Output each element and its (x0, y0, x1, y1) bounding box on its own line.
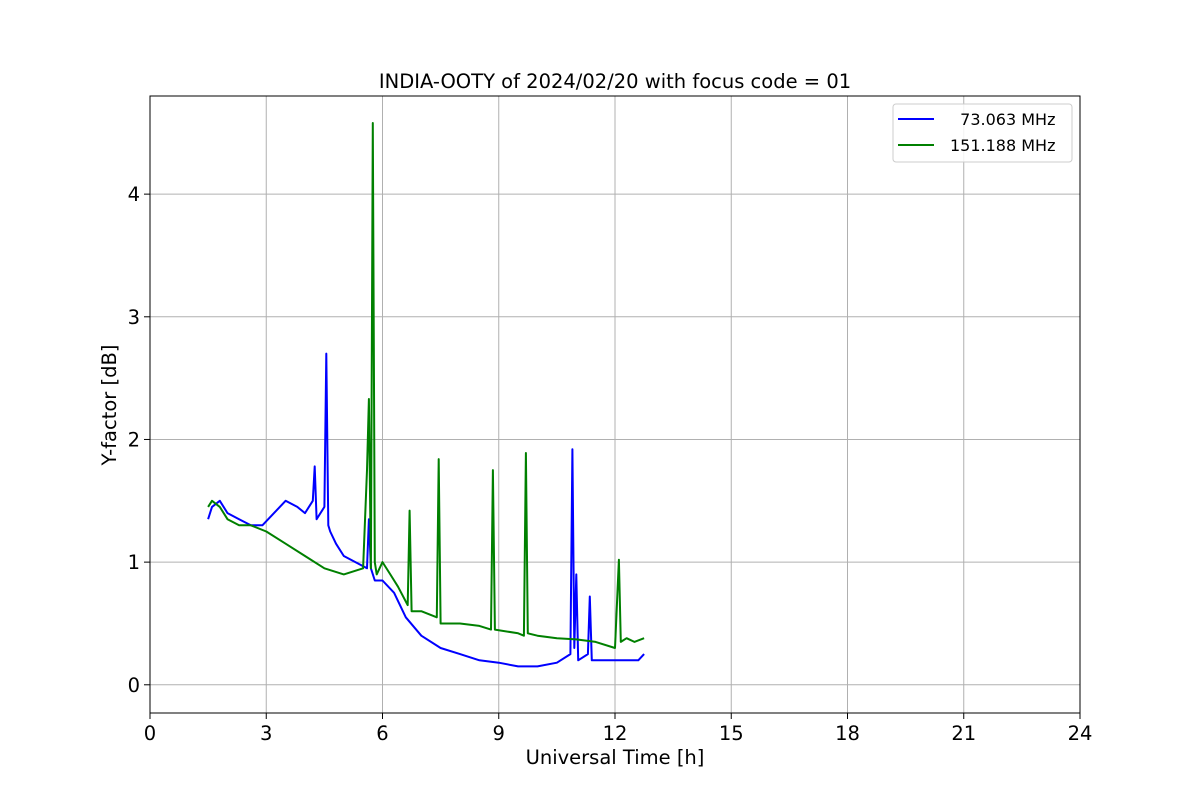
legend-label: 151.188 MHz (950, 136, 1055, 155)
series-lines (207, 122, 645, 668)
x-tick-label: 24 (1068, 722, 1093, 745)
x-tick-label: 9 (493, 722, 505, 745)
y-tick-label: 3 (128, 306, 140, 329)
x-tick-label: 18 (835, 722, 860, 745)
x-tick-label: 12 (603, 722, 628, 745)
legend-label: 73.063 MHz (950, 110, 1055, 129)
x-tick-label: 3 (260, 722, 272, 745)
legend-box (892, 103, 1073, 163)
grid-lines (149, 96, 1081, 713)
x-tick-label: 6 (376, 722, 388, 745)
chart-title: INDIA-OOTY of 2024/02/20 with focus code… (379, 70, 851, 93)
series-line-2 (207, 122, 645, 649)
legend: 73.063 MHz 151.188 MHz (892, 103, 1073, 163)
y-tick-label: 1 (128, 551, 140, 574)
y-tick-label: 0 (128, 674, 140, 697)
x-tick-label: 0 (144, 722, 156, 745)
y-tick-label: 4 (128, 183, 140, 206)
x-axis-label: Universal Time [h] (526, 746, 705, 769)
y-axis-label: Y-factor [dB] (98, 345, 121, 467)
x-tick-label: 15 (719, 722, 744, 745)
y-tick-label: 2 (128, 428, 140, 451)
series-line-1 (207, 352, 645, 668)
x-tick-label: 21 (951, 722, 976, 745)
